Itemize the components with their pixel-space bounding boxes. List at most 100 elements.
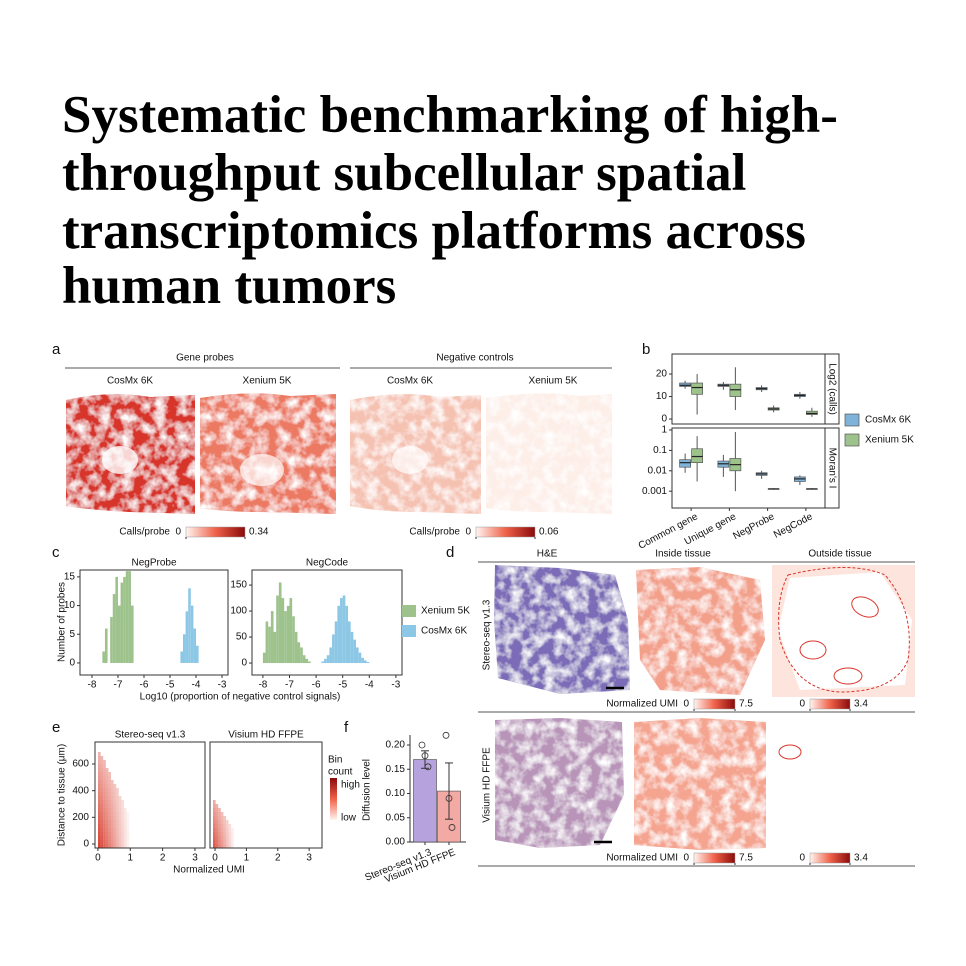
density-cell [108,780,111,784]
x-tick-label: -7 [114,680,123,691]
density-cell [100,828,104,832]
density-cell [126,840,130,844]
density-cell [100,824,104,828]
density-cell [113,792,117,796]
legend-swatch [844,433,860,447]
density-cell [105,792,109,796]
density-cell [124,812,127,816]
density-cell [215,812,219,816]
x-tick-label: -7 [285,680,294,691]
density-cell [113,800,117,804]
density-cell [108,796,111,800]
y-tick-label: 200 [72,812,89,823]
colorbar-tick: 0 [799,699,805,710]
density-cell [108,832,111,836]
plot-frame [79,569,229,676]
density-cell [98,808,101,812]
legend-title: count [328,767,353,778]
density-cell [100,768,104,772]
y-tick-label: 0 [661,414,667,425]
legend-title: Bin [328,755,342,766]
density-cell [100,796,104,800]
panel-label: f [344,719,349,736]
histogram-bar [190,605,194,663]
density-cell [103,804,106,808]
density-cell [213,820,216,824]
density-cell [228,828,232,832]
density-cell [108,804,111,808]
density-cell [111,828,114,832]
x-tick-label: NegCode [772,511,815,541]
density-cell [108,776,111,780]
density-cell [100,800,104,804]
tissue-image [494,565,630,694]
y-tick-label: 0.01 [648,465,668,476]
density-cell [126,812,130,816]
density-cell [220,824,224,828]
density-cell [111,796,114,800]
title: Systematic benchmarking of high- through… [62,86,838,315]
density-cell [116,788,119,792]
density-cell [108,820,111,824]
column-title: Outside tissue [808,549,872,560]
legend-swatch [402,625,416,637]
data-point [445,794,453,802]
panel-e-cells [98,752,234,848]
density-cell [223,824,226,828]
density-cell [111,792,114,796]
density-cell [124,816,127,820]
group-title: Gene probes [176,353,234,364]
y-tick-label: 50 [236,632,248,643]
density-cell [220,832,224,836]
y-tick-label: 5 [69,629,75,640]
density-cell [226,832,229,836]
density-cell [105,780,109,784]
density-cell [103,832,106,836]
density-cell [118,836,122,840]
density-cell [98,768,101,772]
row-label: Stereo-seq v1.3 [482,599,493,670]
density-cell [100,840,104,844]
data-point [424,763,432,771]
histogram-bar [112,594,116,663]
density-cell [108,816,111,820]
plot-title: Stereo-seq v1.3 [115,730,186,741]
density-cell [126,832,130,836]
density-cell [111,840,114,844]
colorbar-tick: 0 [799,853,805,864]
density-cell [108,800,111,804]
density-cell [108,788,111,792]
white-patch [102,446,138,474]
histogram-bar [363,660,367,664]
y-tick-label: 10 [656,391,668,402]
histogram-bar [286,605,290,664]
y-tick-label: 0.001 [642,486,667,497]
density-cell [113,840,117,844]
density-cell [226,824,229,828]
density-cell [113,804,117,808]
histogram-bar [117,605,121,663]
histogram-bar [289,598,293,664]
histogram-bar [358,652,362,664]
x-tick-label: -3 [218,680,227,691]
density-cell [228,840,232,844]
density-cell [121,828,124,832]
x-tick-label: 0 [212,853,218,864]
title-line: Systematic benchmarking of high- [62,86,838,144]
histogram-bar [284,611,287,664]
density-cell [226,836,229,840]
density-cell [215,832,219,836]
density-cell [100,776,104,780]
density-cell [98,784,101,788]
density-cell [215,820,219,824]
density-cell [215,836,219,840]
x-axis-label: Log10 (proportion of negative control si… [140,692,341,703]
density-cell [105,840,109,844]
density-cell [108,824,111,828]
density-cell [220,812,224,816]
density-cell [105,796,109,800]
panel-label: d [446,544,454,561]
density-cell [124,828,127,832]
strip [824,353,840,425]
y-tick-label: 0 [83,839,89,850]
